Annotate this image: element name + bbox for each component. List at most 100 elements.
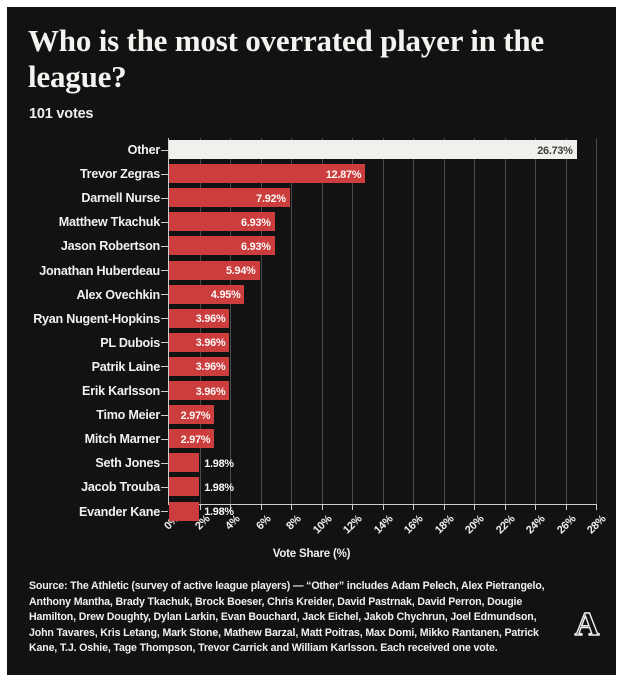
gridline [443,138,445,504]
y-tick-mark [161,270,168,271]
category-label: Other [127,143,161,157]
x-tick-mark [352,504,353,510]
gridline [321,138,323,504]
y-tick-mark [161,149,168,151]
bar-value-label: 1.98% [204,457,234,470]
y-tick-mark [161,414,168,416]
category-label: Seth Jones [95,456,160,471]
y-tick-mark [161,318,168,320]
x-tick-mark [443,504,445,510]
bar-value-label: 5.94% [225,265,256,277]
y-tick-mark [161,221,168,223]
category-label: Jonathan Huberdeau [39,263,160,278]
category-label: Ryan Nugent-Hopkins [33,311,160,326]
x-tick-mark [474,504,475,510]
gridline [260,138,262,504]
source-note: Source: The Athletic (survey of active l… [29,580,545,655]
gridline [291,138,292,504]
bar[interactable] [169,236,275,256]
bar[interactable] [169,381,230,400]
y-tick-mark [161,366,168,368]
gridline [535,138,536,504]
x-axis-line [168,504,596,505]
gridline [504,138,506,504]
category-label: Mitch Marner [84,432,161,447]
y-axis-line [168,138,169,504]
bar-value-label: 3.96% [195,337,226,350]
bar[interactable] [169,332,230,352]
gridline [565,138,567,504]
bar-value-label: 2.97% [180,409,211,422]
category-label: PL Dubois [100,335,160,350]
gridline [382,138,384,504]
x-axis-title: Vote Share (%) [272,548,351,560]
bar[interactable] [169,212,275,232]
bar-value-label: 12.87% [325,168,362,181]
bar-value-label: 4.95% [210,289,241,302]
bar[interactable] [169,429,215,449]
y-tick-mark [161,462,168,464]
gridline [352,138,353,504]
category-label: Timo Meier [96,408,160,423]
x-tick-mark [260,504,262,510]
category-label: Erik Karlsson [82,384,160,398]
category-label: Jason Robertson [60,239,160,254]
vote-count-subtitle: 101 votes [29,106,94,122]
x-tick-mark [199,504,201,510]
x-tick-mark [565,504,567,510]
bar[interactable] [169,356,230,376]
bar-value-label: 1.98% [204,481,234,494]
y-tick-mark [161,511,168,512]
y-tick-mark [161,294,168,296]
bar[interactable] [169,453,200,473]
x-tick-mark [321,504,323,510]
y-tick-mark [161,486,168,488]
bar[interactable] [169,164,366,184]
y-tick-mark [161,390,168,392]
x-tick-mark [291,504,292,510]
y-tick-mark [161,342,168,344]
x-tick-mark [382,504,384,510]
bar[interactable] [169,501,200,521]
bar[interactable] [169,477,200,497]
category-label: Jacob Trouba [81,480,160,495]
x-tick-mark [596,504,597,510]
bar-value-label: 6.93% [241,240,271,253]
bar-value-label: 2.97% [180,433,211,446]
bar[interactable] [169,284,245,304]
chart-card: Who is the most overrated player in the … [7,7,616,675]
bar-value-label: 3.96% [195,361,226,374]
bar[interactable] [169,405,215,425]
bar-chart-plot: 0% 2% 4% 6% 8% 10% 12% 14% 16% 18% 20% 22% 24% 26% 28%… [7,7,616,675]
bar-value-label: 7.92% [256,192,286,205]
y-tick-mark [161,197,168,199]
gridline [230,138,231,504]
x-tick-mark [504,504,506,510]
bar-value-label: 1.98% [204,506,234,518]
bar-value-label: 3.96% [195,313,226,326]
the-athletic-logo-icon: A [574,605,600,642]
y-tick-mark [161,245,168,247]
y-tick-mark [161,438,168,440]
category-label: Evander Kane [79,504,160,519]
y-tick-mark [161,173,168,175]
category-label: Trevor Zegras [79,167,160,182]
category-label: Alex Ovechkin [76,287,160,302]
category-label: Patrik Laine [91,359,161,374]
gridline [474,138,475,504]
gridline [596,138,597,504]
bar[interactable] [169,308,230,328]
svg-text:A: A [575,606,600,642]
bar[interactable] [169,260,260,280]
bar[interactable] [169,140,577,159]
category-label: Matthew Tkachuk [58,215,160,230]
x-tick-mark [535,504,536,510]
bar-value-label: 6.93% [241,216,271,229]
bar[interactable] [169,188,290,208]
bar-value-label: 3.96% [195,385,226,398]
page-title: Who is the most overrated player in the … [28,23,544,94]
bar-value-label: 26.73% [537,144,573,157]
x-tick-mark [230,504,231,510]
category-label: Darnell Nurse [81,191,160,206]
x-tick-mark [413,504,414,510]
